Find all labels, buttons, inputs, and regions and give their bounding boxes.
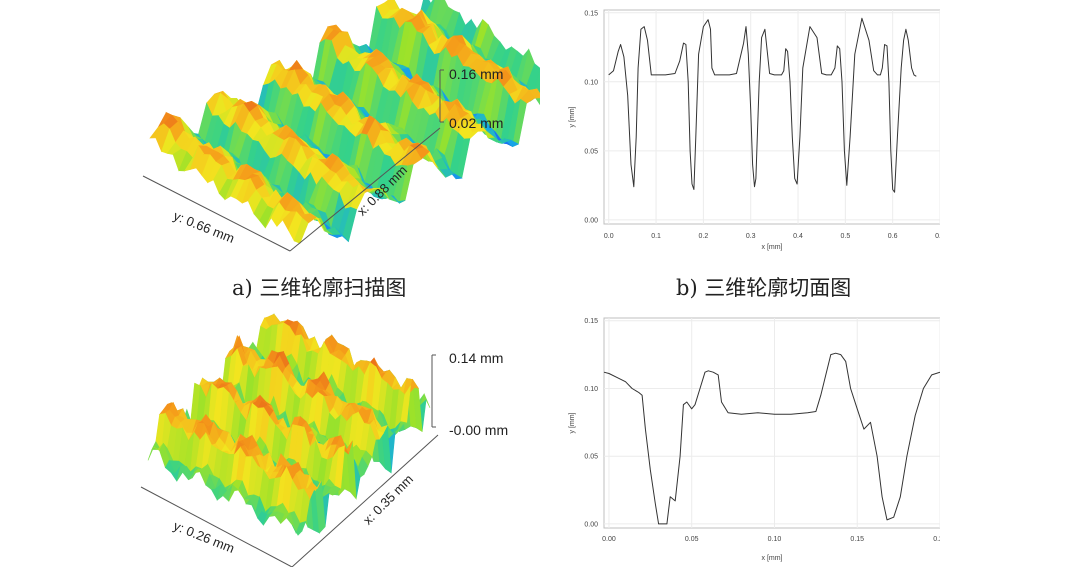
x-tick-label: 0.3 (746, 233, 756, 240)
y-axis-line (140, 486, 293, 567)
x-axis-line (291, 434, 439, 567)
z-max-label-top: 0.16 mm (449, 66, 504, 82)
profile-chart-top: 0.0 0.1 0.2 0.3 0.4 0.5 0.6 0.7 0.00 0.05 0.10 0.15… (569, 9, 940, 251)
x-tick-label: 0.1 (651, 233, 661, 240)
x-tick-label: 0.4 (793, 233, 803, 240)
y-tick-label: 0.15 (584, 318, 598, 325)
x-tick-label: 0.0 (604, 233, 614, 240)
y-tick-label: 0.00 (584, 217, 598, 224)
x-tick-label: 0.7 (935, 233, 940, 240)
x-tick-label: 0.05 (685, 536, 699, 543)
caption-a: a) 三维轮廓扫描图 (232, 276, 407, 300)
surface-panel-top: 0.16 mm 0.02 mm x: 0.88 mm y: 0.66 mm (0, 0, 540, 265)
surface-panel-bottom: 0.14 mm -0.00 mm x: 0.35 mm y: 0.26 mm (0, 305, 540, 567)
plot-area (603, 317, 940, 529)
z-min-label-top: 0.02 mm (449, 115, 504, 131)
x-axis-label: x [mm] (762, 244, 783, 251)
x-tick-label: 0.2 (699, 233, 709, 240)
surface-facet (291, 524, 303, 536)
x-tick-label: 0.10 (768, 536, 782, 543)
y-axis-label: y [mm] (569, 106, 576, 127)
x-axis-label: x [mm] (762, 555, 783, 562)
surface-facet (147, 446, 159, 461)
z-min-label-bottom: -0.00 mm (449, 422, 509, 438)
y-tick-label: 0.05 (584, 454, 598, 461)
y-tick-label: 0.00 (584, 521, 598, 528)
surface-plot-bottom (140, 313, 439, 567)
profile-line (603, 352, 940, 525)
x-axis-line (289, 127, 441, 252)
y-tick-label: 0.10 (584, 386, 598, 393)
profile-line (608, 17, 917, 193)
x-tick-label: 0.5 (840, 233, 850, 240)
x-tick-label: 0.00 (602, 536, 616, 543)
surface-plot-top (142, 0, 540, 252)
x-tick-label: 0.20 (933, 536, 940, 543)
y-axis-label: y [mm] (569, 412, 576, 433)
x-tick-label: 0.15 (850, 536, 864, 543)
surface-facet (293, 217, 309, 244)
x-tick-label: 0.6 (888, 233, 898, 240)
y-tick-label: 0.10 (584, 79, 598, 86)
profile-chart-bottom: 0.00 0.05 0.10 0.15 0.20 0.00 0.05 0.10 0.15 x [m… (569, 317, 940, 562)
y-tick-label: 0.15 (584, 10, 598, 17)
z-max-label-bottom: 0.14 mm (449, 350, 504, 366)
caption-b: b) 三维轮廓切面图 (676, 276, 852, 300)
y-tick-label: 0.05 (584, 148, 598, 155)
y-axis-line (142, 175, 291, 252)
